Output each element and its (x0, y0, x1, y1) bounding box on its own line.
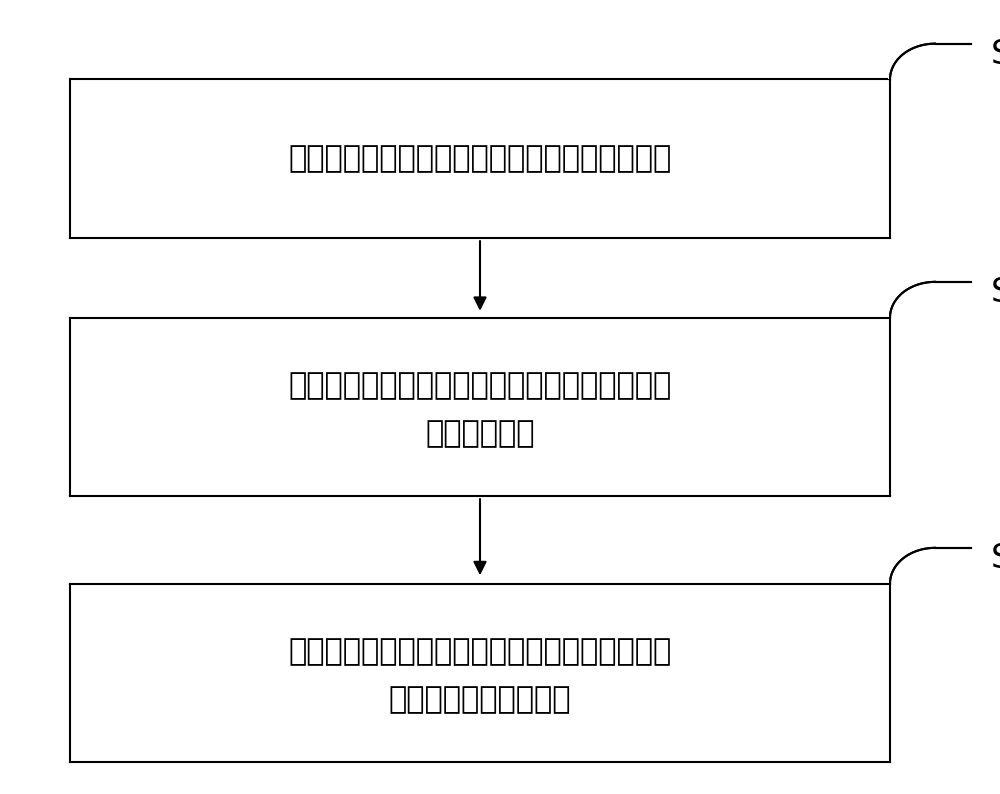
Text: S1: S1 (991, 38, 1000, 71)
Text: 试工装板的动作的信息: 试工装板的动作的信息 (389, 685, 571, 715)
Text: S2: S2 (991, 276, 1000, 309)
Text: S3: S3 (991, 542, 1000, 575)
Bar (70, 584, 890, 762)
Polygon shape (888, 274, 980, 317)
Text: 工装板的动作: 工装板的动作 (425, 419, 535, 449)
Bar (70, 318, 890, 496)
Polygon shape (888, 540, 980, 583)
Text: 所述测试终端向发送测试指令至所述待测电路板: 所述测试终端向发送测试指令至所述待测电路板 (288, 145, 672, 173)
Bar (70, 79, 890, 238)
Polygon shape (888, 36, 980, 79)
Text: 所述测试终端接收所述待测电路板发送的所述测: 所述测试终端接收所述待测电路板发送的所述测 (288, 637, 672, 666)
Text: 所述待测电路板基于所述测试指令控制所述测试: 所述待测电路板基于所述测试指令控制所述测试 (288, 371, 672, 400)
